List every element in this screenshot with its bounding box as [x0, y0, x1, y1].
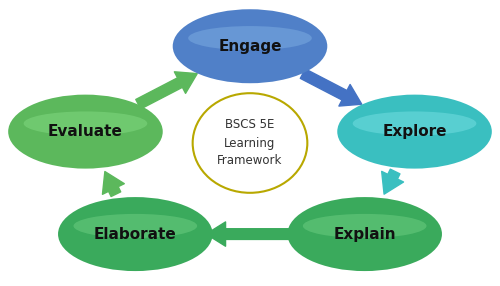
Ellipse shape — [24, 112, 148, 136]
Text: Evaluate: Evaluate — [48, 124, 123, 139]
Text: Explore: Explore — [382, 124, 447, 139]
Text: Explain: Explain — [334, 227, 396, 242]
FancyArrowPatch shape — [136, 72, 197, 109]
FancyArrowPatch shape — [382, 169, 404, 194]
Ellipse shape — [338, 95, 492, 169]
FancyArrowPatch shape — [300, 69, 362, 106]
Text: Elaborate: Elaborate — [94, 227, 176, 242]
Ellipse shape — [8, 95, 162, 169]
FancyArrowPatch shape — [206, 222, 294, 246]
Ellipse shape — [172, 9, 328, 83]
Ellipse shape — [74, 214, 197, 238]
Ellipse shape — [352, 112, 476, 136]
Text: BSCS 5E
Learning
Framework: BSCS 5E Learning Framework — [218, 118, 282, 168]
Ellipse shape — [303, 214, 426, 238]
Ellipse shape — [192, 93, 308, 193]
Ellipse shape — [58, 197, 212, 271]
Ellipse shape — [288, 197, 442, 271]
FancyArrowPatch shape — [102, 172, 124, 196]
Ellipse shape — [188, 26, 312, 50]
Text: Engage: Engage — [218, 39, 282, 54]
